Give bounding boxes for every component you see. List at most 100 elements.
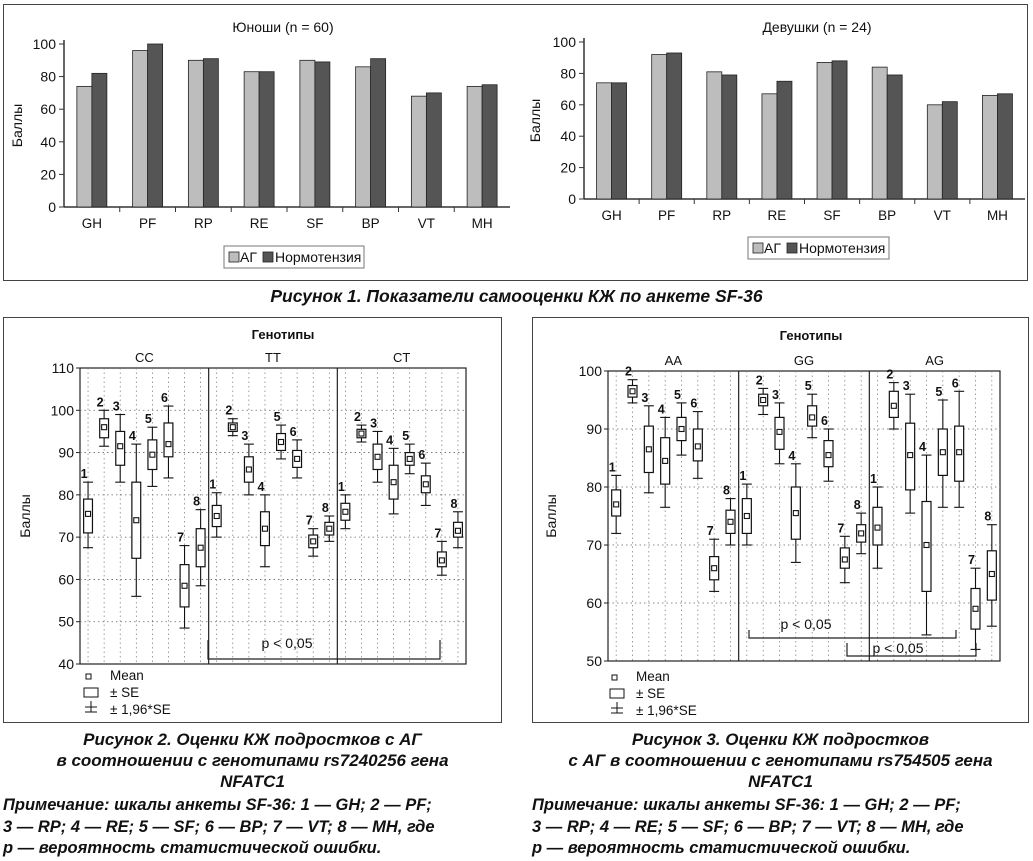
chart2-bar-ag [982,94,998,200]
figure3-note-line-1: Примечание: шкалы анкеты SF-36: 1 — GH; … [532,796,961,814]
chart1-x-tick-label: PF [139,216,156,231]
chart3-mean-marker [342,508,349,515]
chart4-y-axis-label: Баллы [543,494,559,537]
chart2-legend-swatch-norm [786,242,798,254]
chart4-mean-marker [629,388,636,395]
chart4-mean-marker [874,524,881,531]
chart3-se-box [163,422,174,458]
chart4-mean-marker [858,530,865,537]
figure3-note: Примечание: шкалы анкеты SF-36: 1 — GH; … [532,795,1032,860]
figure2-caption: Рисунок 2. Оценки КЖ подростков с АГ в с… [0,729,505,792]
chart3-scale-label: 7 [177,531,184,545]
chart3-y-tick-label: 90 [58,445,74,461]
chart3-scale-label: 5 [145,412,152,426]
chart4-mean-marker [711,565,718,572]
chart2-y-axis-label: Баллы [527,99,543,142]
figure2-note-line-2: 3 — RP; 4 — RE; 5 — SF; 6 — BP; 7 — VT; … [3,817,435,836]
chart1-y-axis-label: Баллы [9,104,25,147]
chart4-title: Генотипы [780,328,843,343]
chart3-plot-frame [79,367,467,665]
chart4-legend-mean: Mean [636,669,670,684]
chart1-y-tick-label: 60 [40,101,56,117]
chart3-scale-label: 4 [129,429,136,443]
chart3-scale-label: 1 [338,480,345,494]
chart4-group-label: AA [665,353,683,368]
chart3-group-label: CC [135,350,154,365]
chart3-scale-label: 5 [402,429,409,443]
chart3-y-tick-label: 80 [58,487,74,503]
chart4-plot-frame [607,370,1001,662]
figure1-frame [3,4,1028,281]
figure3-caption: Рисунок 3. Оценки КЖ подростков с АГ в с… [528,729,1033,792]
chart3-mean-marker [181,582,188,589]
chart3-mean-marker [358,430,365,437]
chart4-mean-marker [792,510,799,517]
chart4-scale-label: 5 [935,385,942,399]
chart3-group-label: TT [265,350,281,365]
chart1-x-tick-label: MH [472,216,493,231]
figure2-caption-line-1: Рисунок 2. Оценки КЖ подростков с АГ [83,730,422,749]
chart4-mean-marker [956,449,963,456]
chart1-legend-label-ag: АГ [240,249,257,265]
chart3-scale-label: 6 [418,448,425,462]
chart4-scale-label: 6 [952,376,959,390]
chart3-legend-mean-marker [85,673,92,680]
figure2-frame [3,317,502,723]
chart4-mean-marker [841,556,848,563]
chart1-y-tick-label: 0 [48,199,56,215]
chart3-scale-label: 6 [161,391,168,405]
chart4-legend-ci: ± 1,96*SE [636,703,697,718]
chart1-x-tick-label: VT [418,216,435,231]
chart4-mean-marker [939,449,946,456]
chart4-mean-marker [776,428,783,435]
chart3-y-tick-label: 60 [58,571,74,587]
chart4-legend-mean-marker [611,674,618,681]
figure2-note-line-3: p — вероятность статистической ошибки. [3,839,382,857]
figure3-caption-line-3: NFATC1 [748,772,813,791]
figure3-note-line-3: p — вероятность статистической ошибки. [532,839,911,857]
chart3-scale-label: 2 [354,410,361,424]
chart3-y-tick-label: 70 [58,529,74,545]
chart1-bar-norm [370,58,387,208]
chart1-bar-ag [299,59,316,208]
chart4-scale-label: 4 [788,449,795,463]
chart2-y-tick-label: 80 [560,65,576,81]
chart3-group-label: CT [393,350,410,365]
chart3-mean-marker [197,544,204,551]
chart3-mean-marker [310,538,317,545]
chart4-scale-label: 1 [870,472,877,486]
chart4-scale-label: 4 [658,402,665,416]
chart2-bar-norm [831,60,848,200]
chart4-scale-label: 7 [837,521,844,535]
chart4-scale-label: 5 [805,379,812,393]
figure3-caption-line-1: Рисунок 3. Оценки КЖ подростков [631,730,930,749]
chart1-legend-box [223,245,365,269]
chart1-y-tick-label: 40 [40,134,56,150]
chart4-y-tick-label: 60 [586,595,602,611]
chart1-bar-norm [258,71,275,208]
chart1-x-tick-label: SF [306,216,323,231]
figure2-caption-line-2: в соотношении с генотипами rs7240256 ген… [56,751,449,770]
chart2-bar-norm [721,74,738,200]
chart3-mean-marker [374,453,381,460]
chart3-scale-label: 3 [241,429,248,443]
chart1-bar-norm [425,92,442,208]
chart2-y-tick-label: 60 [560,97,576,113]
chart4-mean-marker [645,446,652,453]
chart4-group-label: GG [794,353,814,368]
chart4-significance-bracket [748,630,957,639]
chart1-bar-ag [187,59,204,208]
chart4-scale-label: 8 [854,498,861,512]
chart4-scale-label: 3 [903,379,910,393]
chart4-scale-label: 3 [772,388,779,402]
chart4-legend-se-box [609,688,625,699]
chart3-legend-se-box [83,687,99,698]
chart1-bar-norm [147,43,164,208]
chart4-mean-marker [825,452,832,459]
chart4-scale-label: 7 [707,524,714,538]
chart2-x-tick-label: RE [768,208,787,223]
chart3-mean-marker [213,512,220,520]
chart3-mean-marker [454,527,462,534]
chart2-y-tick-label: 0 [568,191,576,207]
chart2-bar-norm [941,101,958,200]
